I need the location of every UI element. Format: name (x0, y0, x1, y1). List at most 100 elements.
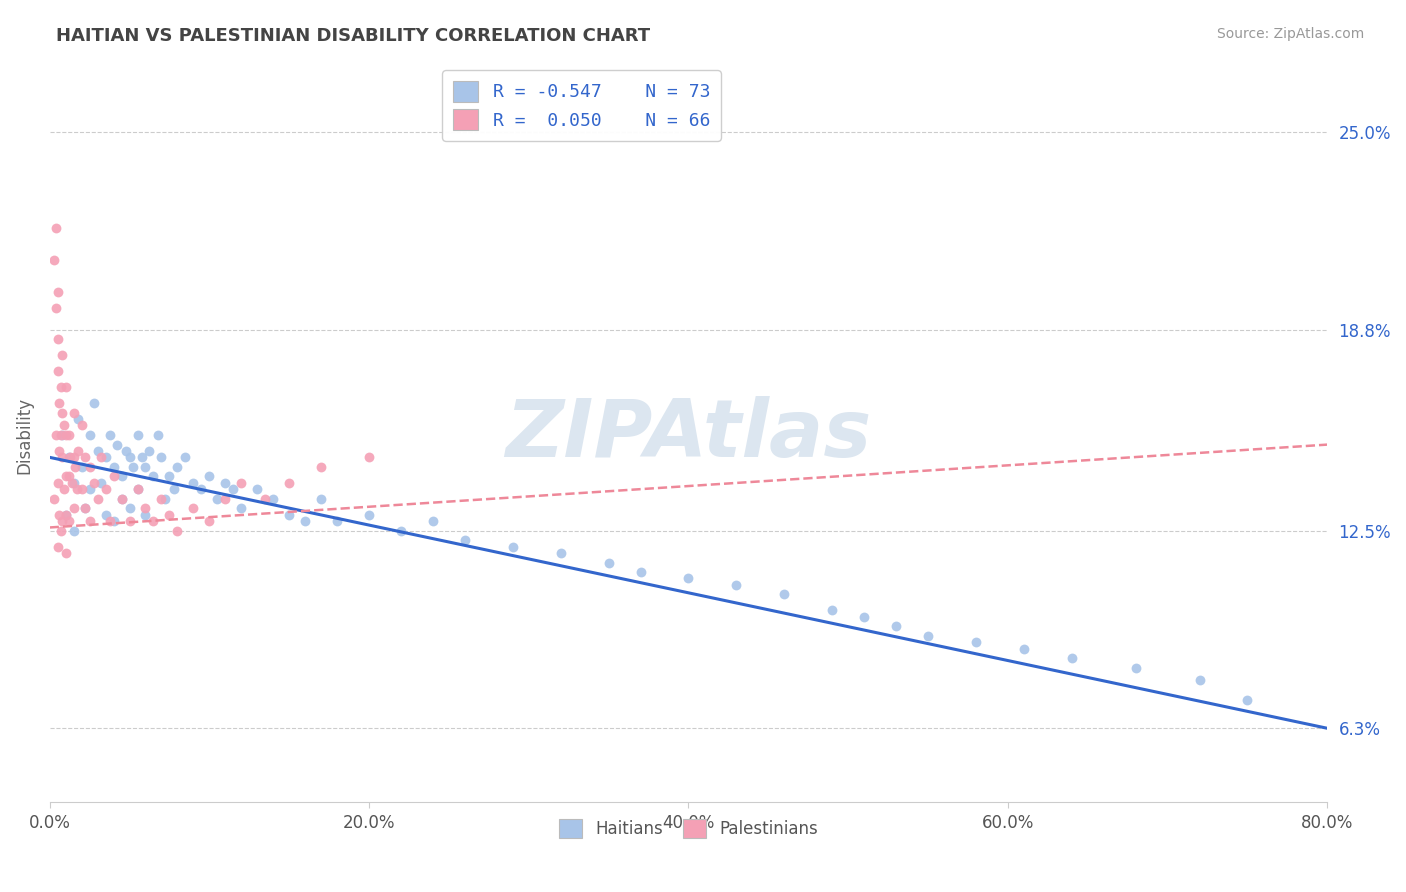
Point (62, 475, 84, 490)
Point (278, 508, 301, 522)
Point (62, 501, 84, 516)
Point (150, 450, 173, 465)
Point (51, 450, 73, 465)
Point (46, 475, 69, 490)
Point (70, 459, 93, 474)
Point (550, 546, 572, 560)
Point (86, 444, 108, 458)
Point (389, 524, 412, 538)
Point (821, 603, 844, 617)
Point (46, 285, 69, 299)
Point (55, 380, 77, 394)
Point (48, 508, 70, 522)
Point (142, 514, 165, 528)
Point (127, 428, 149, 442)
Text: HAITIAN VS PALESTINIAN DISABILITY CORRELATION CHART: HAITIAN VS PALESTINIAN DISABILITY CORREL… (56, 27, 651, 45)
Point (73, 450, 96, 465)
Point (55, 508, 77, 522)
Point (53, 418, 76, 433)
Point (94, 450, 117, 465)
Point (183, 501, 205, 516)
Point (62, 450, 84, 465)
Point (159, 469, 181, 483)
Point (159, 508, 181, 522)
Point (148, 428, 170, 442)
Point (115, 444, 138, 458)
Point (58, 469, 80, 483)
Point (48, 396, 70, 410)
Point (231, 501, 253, 516)
Point (1060, 651, 1083, 665)
Text: ZIPAtlas: ZIPAtlas (505, 396, 872, 474)
Point (174, 450, 197, 465)
Point (110, 469, 132, 483)
Point (51, 348, 73, 362)
Point (67, 412, 90, 426)
Point (166, 524, 188, 538)
Point (134, 508, 156, 522)
Point (63, 459, 86, 474)
Point (853, 609, 876, 624)
Point (58, 514, 80, 528)
Point (66, 482, 89, 496)
Point (44, 252, 66, 267)
Point (1125, 661, 1147, 675)
Point (294, 514, 316, 528)
Point (73, 501, 96, 516)
Point (79, 459, 101, 474)
Point (183, 475, 205, 490)
Point (51, 406, 73, 420)
Point (1236, 692, 1258, 706)
Point (198, 514, 221, 528)
Point (278, 475, 301, 490)
Point (309, 491, 332, 506)
Point (98, 428, 121, 442)
Point (1188, 673, 1211, 688)
Point (110, 491, 132, 506)
Point (55, 428, 77, 442)
Point (94, 508, 117, 522)
Point (51, 428, 73, 442)
Point (45, 428, 67, 442)
Point (94, 482, 117, 496)
Point (917, 629, 939, 643)
Point (60, 475, 83, 490)
Point (422, 514, 444, 528)
Point (118, 501, 141, 516)
Point (153, 491, 176, 506)
Point (83, 396, 105, 410)
Point (86, 491, 108, 506)
Point (142, 469, 165, 483)
Point (326, 514, 349, 528)
Point (79, 514, 101, 528)
Point (357, 508, 380, 522)
Point (118, 450, 141, 465)
Point (46, 333, 69, 347)
Point (163, 482, 186, 496)
Point (98, 514, 121, 528)
Legend: Haitians, Palestinians: Haitians, Palestinians (553, 812, 825, 845)
Point (73, 501, 96, 516)
Point (55, 508, 77, 522)
Point (598, 556, 620, 570)
Point (105, 437, 128, 451)
Point (214, 475, 236, 490)
Point (254, 491, 277, 506)
Point (62, 406, 84, 420)
Y-axis label: Disability: Disability (15, 396, 32, 474)
Point (965, 635, 987, 649)
Point (79, 482, 101, 496)
Point (103, 514, 125, 528)
Point (55, 469, 77, 483)
Point (884, 619, 907, 633)
Point (44, 491, 66, 506)
Point (166, 459, 188, 474)
Point (150, 491, 173, 506)
Point (1012, 641, 1035, 656)
Point (773, 587, 796, 601)
Point (51, 514, 73, 528)
Point (103, 459, 125, 474)
Point (454, 533, 477, 548)
Point (49, 524, 72, 538)
Point (62, 524, 84, 538)
